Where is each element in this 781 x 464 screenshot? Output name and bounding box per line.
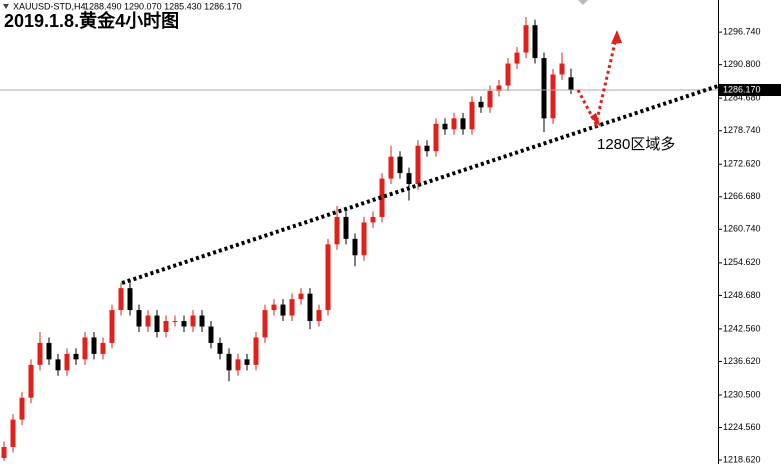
candle-body [370,216,376,223]
candle-body [379,178,385,217]
y-tick-label: 1224.560 [723,422,761,432]
y-tick-label: 1260.740 [723,224,761,234]
y-tick-label: 1218.620 [723,454,761,464]
candle-body [451,118,457,130]
candle-body [127,288,133,311]
candle-body [424,145,430,152]
candle-body [397,156,403,174]
candle-body [415,145,421,185]
candle-body [253,337,259,365]
candle-body [28,364,34,398]
candle-body [487,90,493,108]
y-tick-label: 1254.620 [723,257,761,267]
candle-body [136,310,142,327]
candle-body [469,101,475,130]
candle-body [505,63,511,86]
candle-body [280,304,286,316]
candle-body [226,353,232,371]
candle-body [271,304,277,311]
y-tick-label: 1242.560 [723,323,761,333]
forecast-arrow [576,33,619,129]
candle-body [532,25,538,59]
candle-body [325,244,331,311]
arrow-head [590,113,601,127]
candle-body [235,359,241,371]
candle-body [199,315,205,327]
arrow-head [611,30,622,44]
candle-body [217,342,223,354]
candle-body [37,342,43,365]
y-tick-label: 1278.740 [723,125,761,135]
candle-body [361,222,367,256]
candle-body [82,337,88,360]
candle-body [1,447,7,458]
candle-body [298,293,304,300]
symbol: XAUUSD-STD,H4 [13,1,86,11]
y-tick-label: 1230.500 [723,389,761,399]
last-price-box [719,84,781,97]
candle-body [406,173,412,185]
symbol-icon [3,4,9,9]
candle-body [73,353,79,360]
y-tick-label: 1236.620 [723,356,761,366]
candle-body [10,419,16,448]
annotation: 1280区域多 [597,136,675,153]
candle-body [118,288,124,311]
candle-body [289,299,295,316]
candle-body [91,337,97,354]
candle-body [514,52,520,64]
candle-body [550,74,556,119]
y-tick-label: 1284.680 [723,93,761,103]
y-tick-label: 1248.680 [723,290,761,300]
candle-body [19,397,25,420]
candle-body [307,293,313,322]
chart-title: 2019.1.8.黄金4小时图 [4,10,179,31]
ohlc-label: 1288.490 1290.070 1285.430 1286.170 [84,1,242,11]
candle-body [244,359,250,365]
candle-body [388,156,394,179]
candle-body [145,315,151,327]
candle-body [55,359,61,371]
trend-line [121,84,719,285]
candle-body [541,58,547,119]
candle-body [316,310,322,322]
candle-body [208,326,214,343]
candle-body [154,315,160,332]
candle-body [433,123,439,152]
candle-body [352,238,358,256]
plot-area [0,16,718,461]
marker [578,0,588,5]
y-tick-label: 1296.740 [723,26,761,36]
candle-body [460,118,466,130]
candle-body [172,321,178,323]
candle-body [478,101,484,108]
candle-body [262,310,268,338]
candle-body [523,25,529,53]
candle-body [163,321,169,332]
candle-body [109,310,115,343]
y-tick-label: 1272.620 [723,159,761,169]
candle-body [343,216,349,239]
candle-body [568,77,574,91]
last-price-label: 1286.170 [723,84,761,94]
candle-body [442,123,448,130]
candle-body [190,315,196,327]
y-tick-label: 1266.680 [723,191,761,201]
candle-body [181,321,187,327]
candle-body [334,216,340,245]
candle-body [46,342,52,360]
candle-body [100,342,106,354]
y-tick-label: 1290.800 [723,59,761,69]
candle-body [496,85,502,91]
candle-body [64,353,70,371]
candle-body [559,63,565,75]
